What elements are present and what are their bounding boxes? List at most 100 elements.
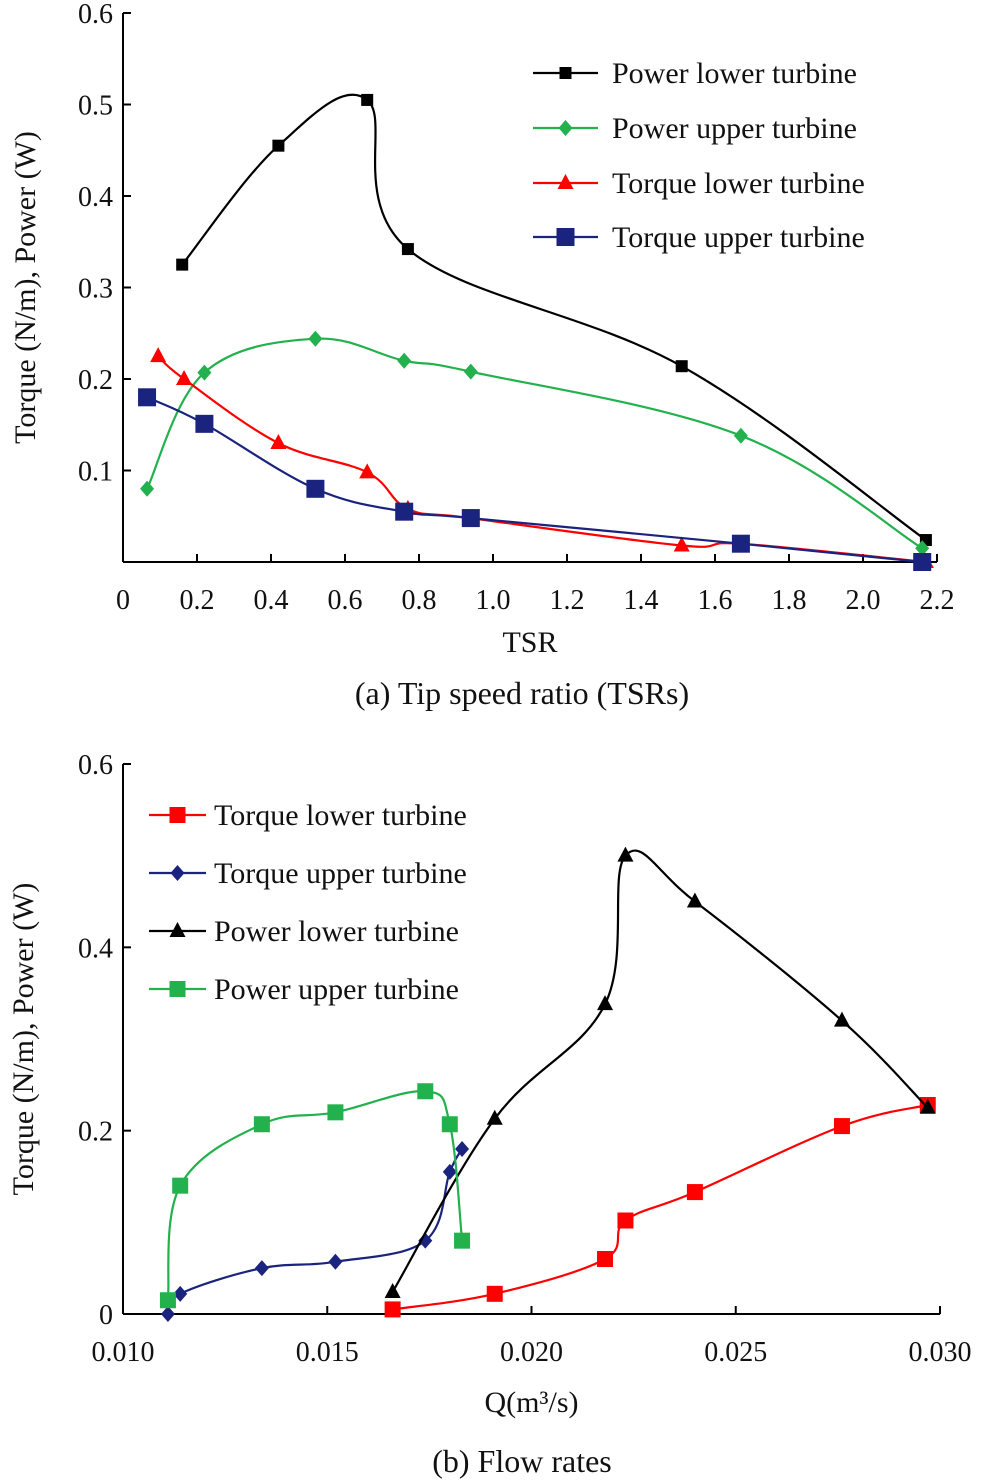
- x-tick-label: 0.010: [92, 1337, 155, 1368]
- data-point: [176, 258, 189, 271]
- data-point: [150, 347, 167, 363]
- x-tick-label: 1.6: [698, 585, 733, 616]
- series-line: [146, 337, 923, 550]
- x-tick-label: 0: [116, 585, 130, 616]
- legend-marker: [170, 865, 185, 881]
- y-axis-label: Torque (N/m), Power (W): [7, 883, 40, 1196]
- chart-tsr: 0.1 0.2 0.3 0.4 0.5 0.6 0 0.2 0.4 0.6 0.8 1.0 1.2 1.4…: [9, 0, 955, 711]
- chart-caption: (b) Flow rates: [432, 1443, 612, 1479]
- data-point: [597, 995, 614, 1011]
- x-tick-label: 1.0: [476, 585, 511, 616]
- data-point: [160, 1306, 175, 1322]
- data-point: [486, 1109, 503, 1125]
- chart-flow-rates: 0 0.2 0.4 0.6 0.010 0.015 0.020 0.025 0.030 Torqu…: [7, 750, 972, 1479]
- data-point: [919, 1098, 936, 1114]
- data-point: [686, 892, 703, 908]
- series-line: [392, 1103, 928, 1311]
- data-point: [172, 1177, 189, 1194]
- data-point: [359, 463, 376, 479]
- legend-entry: Torque upper turbine: [149, 857, 467, 890]
- data-point: [253, 1116, 270, 1133]
- data-point: [731, 534, 750, 553]
- legend-label: Torque lower turbine: [612, 167, 865, 200]
- y-tick-label: 0.6: [78, 0, 113, 30]
- x-tick-label: 2.2: [920, 585, 955, 616]
- legend-entry: Power lower turbine: [533, 57, 857, 90]
- data-point: [454, 1232, 471, 1249]
- data-point: [328, 1253, 343, 1270]
- data-point: [915, 540, 930, 557]
- legend-entry: Torque lower turbine: [533, 167, 865, 200]
- data-point: [441, 1116, 458, 1133]
- legend-marker: [169, 922, 186, 937]
- y-tick-label: 0.3: [78, 274, 113, 305]
- legend-label: Power lower turbine: [214, 915, 459, 948]
- data-point: [272, 139, 285, 152]
- data-point: [138, 388, 157, 407]
- legend-marker: [559, 67, 572, 79]
- x-axis-label: Q(m³/s): [485, 1386, 579, 1419]
- data-point: [673, 536, 690, 552]
- x-tick-label: 1.2: [550, 585, 585, 616]
- legend-entry: Torque upper turbine: [533, 221, 865, 254]
- chart-caption: (a) Tip speed ratio (TSRs): [355, 675, 689, 711]
- data-point: [397, 352, 412, 369]
- legend-marker: [557, 174, 574, 189]
- data-point: [442, 1163, 457, 1180]
- data-point: [401, 243, 414, 256]
- series-torque-upper-turbine: [160, 1141, 470, 1322]
- x-tick-label: 2.0: [846, 585, 881, 616]
- legend-marker: [169, 807, 186, 823]
- x-tick-label: 0.030: [909, 1337, 972, 1368]
- data-point: [159, 1292, 176, 1309]
- y-tick-label: 0: [99, 1300, 113, 1331]
- data-point: [173, 1285, 188, 1302]
- data-point: [395, 502, 414, 521]
- y-tick-label: 0.2: [78, 365, 113, 396]
- x-tick-label: 0.015: [296, 1337, 359, 1368]
- data-point: [833, 1118, 850, 1135]
- legend-marker: [556, 228, 575, 246]
- series-power-upper-turbine: [159, 1083, 471, 1309]
- data-point: [597, 1251, 614, 1267]
- series-line: [391, 849, 929, 1293]
- series-power-lower-turbine: [176, 93, 932, 547]
- data-point: [140, 480, 155, 497]
- y-tick-label: 0.4: [78, 182, 113, 213]
- data-point: [197, 364, 212, 381]
- series-power-lower-turbine: [384, 846, 936, 1298]
- data-point: [254, 1260, 269, 1277]
- data-point: [675, 360, 688, 373]
- data-point: [733, 427, 748, 444]
- series-line: [157, 355, 927, 564]
- x-tick-label: 0.020: [500, 1337, 563, 1368]
- x-tick-label: 0.2: [180, 585, 215, 616]
- data-point: [461, 509, 480, 528]
- series-line: [166, 1148, 464, 1315]
- legend-label: Torque lower turbine: [214, 799, 467, 832]
- data-point: [463, 363, 478, 380]
- y-tick-label: 0.5: [78, 91, 113, 122]
- series-torque-lower-turbine: [384, 1097, 936, 1318]
- legend-marker: [169, 981, 186, 997]
- y-tick-label: 0.6: [78, 750, 113, 781]
- x-tick-label: 0.8: [402, 585, 437, 616]
- data-point: [833, 1011, 850, 1027]
- data-point: [176, 370, 193, 385]
- y-tick-label: 0.2: [78, 1117, 113, 1148]
- series-line: [166, 1090, 464, 1301]
- legend-marker: [558, 120, 573, 136]
- x-tick-label: 1.4: [624, 585, 659, 616]
- legend-label: Torque upper turbine: [612, 221, 865, 254]
- data-point: [418, 1232, 433, 1249]
- x-tick-label: 0.025: [704, 1337, 767, 1368]
- data-point: [327, 1104, 344, 1121]
- data-point: [195, 414, 214, 433]
- data-point: [308, 330, 323, 347]
- legend-label: Power lower turbine: [612, 57, 857, 90]
- legend-label: Power upper turbine: [612, 112, 857, 145]
- series-power-upper-turbine: [140, 330, 930, 557]
- data-point: [384, 1301, 401, 1318]
- legend-entry: Torque lower turbine: [149, 799, 467, 832]
- data-point: [686, 1184, 703, 1201]
